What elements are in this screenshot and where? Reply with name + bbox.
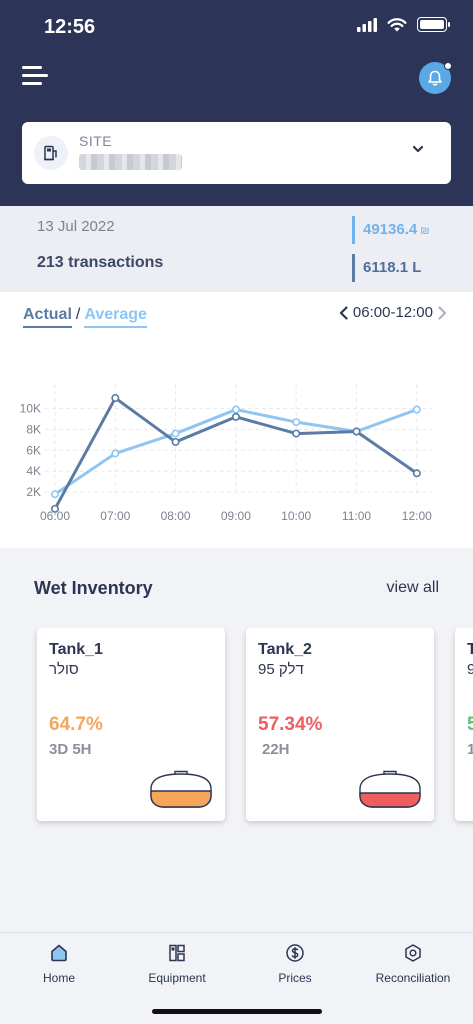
dollar-icon <box>286 944 304 962</box>
tank-name: Tank_2 <box>258 641 312 658</box>
site-name-redacted <box>79 154 182 170</box>
revenue-value: 49136.4 <box>363 221 418 238</box>
notification-dot <box>444 62 452 70</box>
x-tick-label: 08:00 <box>161 509 191 523</box>
tank-time-remaining: 1 <box>467 741 473 758</box>
app-header: 12:56 <box>0 0 473 206</box>
tab-home[interactable]: Home <box>0 943 118 985</box>
toggle-separator: / <box>75 306 81 323</box>
data-point <box>50 490 59 499</box>
tab-label: Reconciliation <box>375 971 451 985</box>
y-tick-label: 10K <box>20 402 41 416</box>
tab-label: Equipment <box>148 971 206 985</box>
tank-icon <box>150 770 212 808</box>
revenue-amount: 49136.4 ₪ <box>352 216 430 244</box>
data-point <box>412 405 421 414</box>
data-point <box>352 427 361 436</box>
tank-time-remaining: 22H <box>262 741 290 758</box>
site-selector[interactable]: SITE <box>22 122 451 184</box>
tab-label: Prices <box>278 971 312 985</box>
summary-date: 13 Jul 2022 <box>37 218 115 235</box>
tank-fuel-type: סולר <box>49 661 79 678</box>
sales-chart-section: 2K 4K 6K 8K 10K 06:00 07:00 08:00 09:00 10:00 11:0… <box>0 292 473 548</box>
y-tick-label: 6K <box>26 443 41 457</box>
chevron-down-icon <box>412 145 424 153</box>
x-tick-label: 06:00 <box>40 509 70 523</box>
daily-summary: 13 Jul 2022 213 transactions 49136.4 ₪ 61… <box>0 206 473 292</box>
chart-mode-toggle: Actual / Average <box>23 306 147 328</box>
data-point <box>171 429 180 438</box>
signal-icon <box>357 17 377 32</box>
data-point <box>412 469 421 478</box>
bell-icon <box>428 70 442 86</box>
tank-icon <box>359 770 421 808</box>
tank-carousel[interactable]: Tank_1 סולר 64.7% 3D 5H Tank_2 95 דלק 57… <box>0 628 473 828</box>
data-point <box>292 429 301 438</box>
view-all-link[interactable]: view all <box>386 579 439 596</box>
currency-symbol: ₪ <box>420 225 430 237</box>
tank-percent: 57.34% <box>258 714 323 735</box>
x-tick-label: 07:00 <box>100 509 130 523</box>
time-range-label: 06:00-12:00 <box>352 304 433 321</box>
transactions-count: 213 transactions <box>37 254 164 271</box>
tab-equipment[interactable]: Equipment <box>118 943 236 985</box>
tank-card[interactable]: T 9 5 1 <box>455 628 473 821</box>
site-label: SITE <box>79 133 113 149</box>
time-range-selector: 06:00-12:00 <box>339 304 447 321</box>
bottom-tab-bar: Home Equipment Prices Reconciliation <box>0 932 473 1024</box>
fuel-station-icon <box>34 136 68 170</box>
tank-name: T <box>467 641 473 658</box>
x-tick-label: 10:00 <box>281 509 311 523</box>
status-icons <box>357 17 450 32</box>
equipment-icon <box>169 944 185 962</box>
sales-line-chart: 2K 4K 6K 8K 10K 06:00 07:00 08:00 09:00 10:00 11:0… <box>20 384 432 523</box>
y-tick-label: 4K <box>26 464 41 478</box>
tank-time-remaining: 3D 5H <box>49 741 92 758</box>
data-point <box>231 405 240 414</box>
tab-reconciliation[interactable]: Reconciliation <box>354 943 472 985</box>
tab-label: Home <box>42 971 75 985</box>
wifi-icon <box>387 17 407 31</box>
data-point <box>292 418 301 427</box>
tank-percent: 64.7% <box>49 714 103 735</box>
fuel-volume: 6118.1 L <box>352 254 421 282</box>
x-tick-label: 09:00 <box>221 509 251 523</box>
status-time: 12:56 <box>44 16 96 38</box>
tank-name: Tank_1 <box>49 641 103 658</box>
tank-fuel-type: 9 <box>467 661 473 678</box>
reconciliation-icon <box>405 944 421 962</box>
x-tick-label: 12:00 <box>402 509 432 523</box>
battery-icon <box>417 17 450 32</box>
tank-fuel-type: 95 דלק <box>258 661 304 678</box>
home-icon <box>51 944 67 962</box>
data-point <box>50 504 59 513</box>
toggle-average[interactable]: Average <box>84 306 147 328</box>
data-point <box>231 412 240 421</box>
chevron-left-icon[interactable] <box>339 305 349 320</box>
menu-button[interactable] <box>22 64 48 88</box>
y-tick-label: 8K <box>26 422 41 436</box>
toggle-actual[interactable]: Actual <box>23 306 72 328</box>
y-tick-label: 2K <box>26 485 41 499</box>
inventory-title: Wet Inventory <box>34 578 153 598</box>
tab-prices[interactable]: Prices <box>236 943 354 985</box>
data-point <box>111 394 120 403</box>
home-indicator <box>152 1009 322 1014</box>
x-tick-label: 11:00 <box>342 509 371 523</box>
chevron-right-icon[interactable] <box>437 305 447 320</box>
data-point <box>111 449 120 458</box>
tank-card[interactable]: Tank_1 סולר 64.7% 3D 5H <box>37 628 225 821</box>
tank-card[interactable]: Tank_2 95 דלק 57.34% 22H <box>246 628 434 821</box>
tank-percent: 5 <box>467 714 473 735</box>
notifications-button[interactable] <box>419 62 452 94</box>
data-point <box>171 437 180 446</box>
